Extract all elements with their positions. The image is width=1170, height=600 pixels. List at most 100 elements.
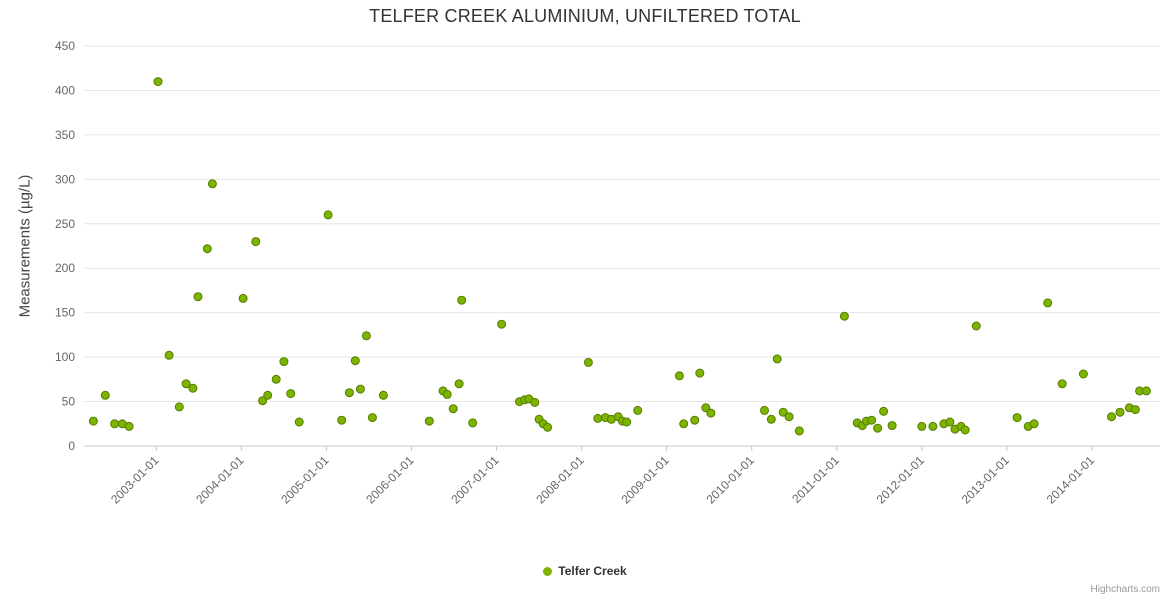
x-axis-tick-label: 2006-01-01: [363, 453, 417, 507]
data-point[interactable]: [323, 210, 333, 220]
data-point[interactable]: [263, 390, 273, 400]
x-axis-tick-label: 2009-01-01: [618, 453, 672, 507]
x-axis-tick-label: 2005-01-01: [278, 453, 332, 507]
data-point[interactable]: [701, 403, 711, 413]
data-point[interactable]: [193, 292, 203, 302]
x-axis-tick-label: 2011-01-01: [789, 453, 842, 506]
data-point[interactable]: [361, 331, 371, 341]
data-point[interactable]: [530, 397, 540, 407]
data-point[interactable]: [960, 425, 970, 435]
data-point[interactable]: [337, 415, 347, 425]
data-point[interactable]: [706, 408, 716, 418]
data-point[interactable]: [457, 295, 467, 305]
data-point[interactable]: [917, 421, 927, 431]
data-point[interactable]: [1130, 405, 1140, 415]
x-axis-tick-label: 2003-01-01: [108, 453, 162, 507]
data-point[interactable]: [258, 396, 268, 406]
legend-item-telfer-creek[interactable]: Telfer Creek: [0, 564, 1170, 578]
y-axis-tick-label: 150: [55, 306, 75, 320]
data-point[interactable]: [202, 244, 212, 254]
data-point[interactable]: [1057, 379, 1067, 389]
x-axis-tick-label: 2004-01-01: [193, 453, 247, 507]
data-point[interactable]: [355, 384, 365, 394]
y-axis-title: Measurements (µg/L): [16, 174, 34, 318]
data-point[interactable]: [100, 390, 110, 400]
x-axis-tick-label: 2014-01-01: [1044, 453, 1098, 507]
data-point[interactable]: [1029, 419, 1039, 429]
y-axis-tick-label: 50: [62, 395, 76, 409]
data-point[interactable]: [424, 416, 434, 426]
x-axis-tick-label: 2013-01-01: [959, 453, 1013, 507]
data-point[interactable]: [164, 350, 174, 360]
data-point[interactable]: [181, 379, 191, 389]
x-axis-tick-label: 2012-01-01: [874, 453, 928, 507]
data-point[interactable]: [695, 368, 705, 378]
data-point[interactable]: [679, 419, 689, 429]
data-point[interactable]: [690, 415, 700, 425]
data-point[interactable]: [344, 388, 354, 398]
data-point[interactable]: [593, 413, 603, 423]
data-point[interactable]: [873, 423, 883, 433]
data-point[interactable]: [1107, 412, 1116, 422]
data-point[interactable]: [188, 383, 198, 393]
data-point[interactable]: [294, 417, 304, 427]
data-point[interactable]: [271, 374, 281, 384]
data-point[interactable]: [794, 426, 804, 436]
data-point[interactable]: [928, 421, 938, 431]
data-point[interactable]: [153, 77, 163, 87]
data-point[interactable]: [766, 414, 776, 424]
data-point[interactable]: [1043, 298, 1053, 308]
data-point[interactable]: [350, 356, 360, 366]
y-axis-tick-label: 0: [68, 439, 75, 453]
data-point[interactable]: [760, 405, 769, 415]
data-point[interactable]: [286, 389, 296, 399]
data-point[interactable]: [110, 419, 120, 429]
data-point[interactable]: [367, 413, 377, 423]
data-point[interactable]: [468, 418, 478, 428]
data-point[interactable]: [784, 412, 794, 422]
data-point[interactable]: [543, 422, 553, 432]
data-point[interactable]: [887, 421, 897, 431]
data-point[interactable]: [1012, 413, 1022, 423]
data-point[interactable]: [207, 179, 217, 189]
data-point[interactable]: [622, 417, 632, 427]
data-point[interactable]: [251, 237, 261, 247]
data-point[interactable]: [945, 417, 955, 427]
data-point[interactable]: [454, 379, 464, 389]
credits-link[interactable]: Highcharts.com: [1090, 584, 1160, 595]
data-point[interactable]: [279, 357, 289, 367]
legend-label: Telfer Creek: [558, 564, 627, 578]
x-axis-tick-label: 2010-01-01: [704, 453, 758, 507]
x-axis-tick-label: 2008-01-01: [533, 453, 587, 507]
data-point[interactable]: [1115, 407, 1125, 417]
data-point[interactable]: [1141, 386, 1151, 396]
x-axis-tick-label: 2007-01-01: [448, 453, 502, 507]
data-point[interactable]: [497, 319, 507, 329]
data-point[interactable]: [772, 354, 782, 364]
data-point[interactable]: [378, 390, 388, 400]
data-point[interactable]: [124, 421, 134, 431]
y-axis-tick-label: 450: [55, 39, 75, 53]
data-point[interactable]: [88, 416, 98, 426]
y-axis-tick-label: 250: [55, 217, 75, 231]
data-point[interactable]: [238, 293, 248, 303]
y-axis-tick-label: 200: [55, 261, 75, 275]
data-point[interactable]: [442, 389, 452, 399]
data-point[interactable]: [174, 402, 184, 412]
y-axis-tick-label: 300: [55, 172, 75, 186]
y-axis-tick-label: 100: [55, 350, 75, 364]
data-point[interactable]: [879, 406, 889, 416]
data-point[interactable]: [839, 311, 849, 321]
data-point[interactable]: [971, 321, 981, 331]
data-point[interactable]: [448, 404, 458, 414]
data-point[interactable]: [583, 357, 593, 367]
y-axis-tick-label: 350: [55, 128, 75, 142]
chart-title: TELFER CREEK ALUMINIUM, UNFILTERED TOTAL: [369, 6, 801, 26]
data-point[interactable]: [674, 371, 684, 381]
data-point[interactable]: [778, 407, 788, 417]
data-point[interactable]: [1078, 369, 1088, 379]
data-point[interactable]: [633, 405, 643, 415]
data-point[interactable]: [867, 415, 877, 425]
